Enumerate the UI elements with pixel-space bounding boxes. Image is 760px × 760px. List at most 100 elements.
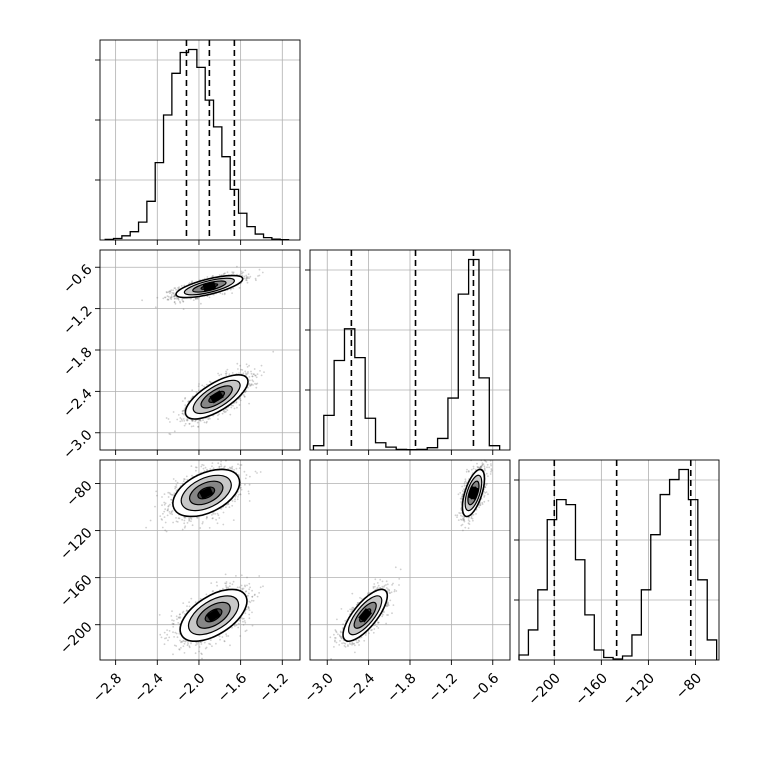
sample-point — [249, 586, 252, 589]
sample-point — [203, 385, 206, 388]
sample-point — [174, 480, 177, 482]
sample-point — [190, 425, 193, 428]
sample-point — [255, 279, 257, 282]
sample-point — [223, 292, 226, 295]
sample-point — [248, 376, 251, 378]
sample-point — [191, 524, 194, 527]
sample-point — [141, 299, 144, 302]
sample-point — [179, 420, 182, 423]
sample-point — [188, 422, 191, 425]
sample-point — [186, 419, 189, 422]
sample-point — [172, 411, 175, 413]
sample-point — [181, 400, 184, 402]
sample-point — [231, 292, 234, 294]
sample-point — [209, 417, 211, 420]
sample-point — [244, 477, 247, 480]
sample-point — [236, 362, 239, 365]
sample-point — [239, 635, 242, 637]
sample-point — [232, 287, 235, 290]
sample-point — [205, 383, 208, 386]
sample-point — [248, 500, 251, 502]
sample-point — [197, 385, 200, 388]
sample-point — [254, 382, 256, 385]
sample-point — [172, 292, 175, 295]
sample-point — [208, 527, 211, 529]
sample-point — [232, 519, 235, 521]
sample-point — [243, 396, 246, 398]
sample-point — [195, 297, 197, 300]
sample-point — [236, 498, 239, 501]
sample-point — [246, 277, 249, 280]
sample-point — [164, 296, 166, 299]
sample-point — [183, 409, 185, 412]
sample-point — [238, 467, 241, 470]
sample-point — [190, 520, 192, 523]
sample-point — [182, 480, 185, 483]
sample-point — [172, 292, 175, 294]
panel-frame — [309, 249, 511, 451]
sample-point — [209, 639, 212, 641]
sample-point — [224, 573, 227, 576]
sample-point — [167, 295, 170, 298]
sample-point — [257, 275, 259, 277]
sample-point — [254, 374, 257, 377]
sample-point — [170, 615, 173, 617]
sample-point — [241, 272, 244, 274]
sample-point — [206, 516, 208, 518]
sample-point — [172, 289, 175, 292]
sample-point — [182, 308, 185, 310]
sample-point — [221, 412, 224, 415]
sample-point — [205, 593, 208, 596]
sample-point — [240, 270, 243, 273]
sample-point — [173, 294, 176, 297]
sample-point — [171, 513, 174, 516]
sample-point — [254, 277, 257, 280]
sample-point — [237, 494, 240, 496]
sample-point — [218, 274, 221, 276]
sample-point — [260, 364, 263, 367]
sample-point — [181, 412, 184, 415]
sample-point — [198, 646, 201, 648]
sample-point — [247, 273, 250, 276]
sample-point — [243, 620, 246, 622]
sample-point — [170, 296, 173, 299]
sample-point — [217, 418, 219, 420]
sample-point — [229, 413, 232, 416]
sample-point — [167, 418, 170, 420]
sample-point — [183, 413, 185, 416]
sample-point — [198, 389, 200, 392]
sample-point — [192, 299, 195, 301]
sample-point — [159, 515, 162, 517]
sample-point — [176, 521, 179, 523]
sample-point — [175, 486, 178, 488]
sample-point — [256, 373, 259, 375]
sample-point — [212, 275, 215, 278]
sample-point — [163, 643, 166, 646]
sample-point — [166, 514, 169, 517]
sample-point — [183, 519, 186, 522]
sample-point — [155, 490, 158, 493]
sample-point — [251, 624, 254, 627]
sample-point — [225, 506, 227, 509]
sample-point — [175, 517, 177, 519]
sample-point — [250, 599, 253, 602]
sample-point — [231, 372, 234, 374]
sample-point — [224, 272, 226, 275]
sample-point — [249, 275, 252, 278]
sample-point — [229, 288, 232, 291]
sample-point — [249, 379, 251, 382]
sample-point — [168, 492, 171, 494]
sample-point — [237, 368, 239, 370]
sample-point — [272, 350, 275, 353]
sample-point — [179, 417, 182, 419]
sample-point — [250, 370, 252, 373]
sample-point — [173, 295, 176, 298]
sample-point — [169, 292, 171, 295]
sample-point — [246, 281, 249, 284]
sample-point — [174, 287, 177, 289]
sample-point — [233, 469, 236, 471]
sample-point — [192, 425, 195, 427]
y-tick-label: −1.8 — [60, 344, 95, 379]
sample-point — [197, 298, 199, 300]
sample-point — [240, 486, 242, 489]
